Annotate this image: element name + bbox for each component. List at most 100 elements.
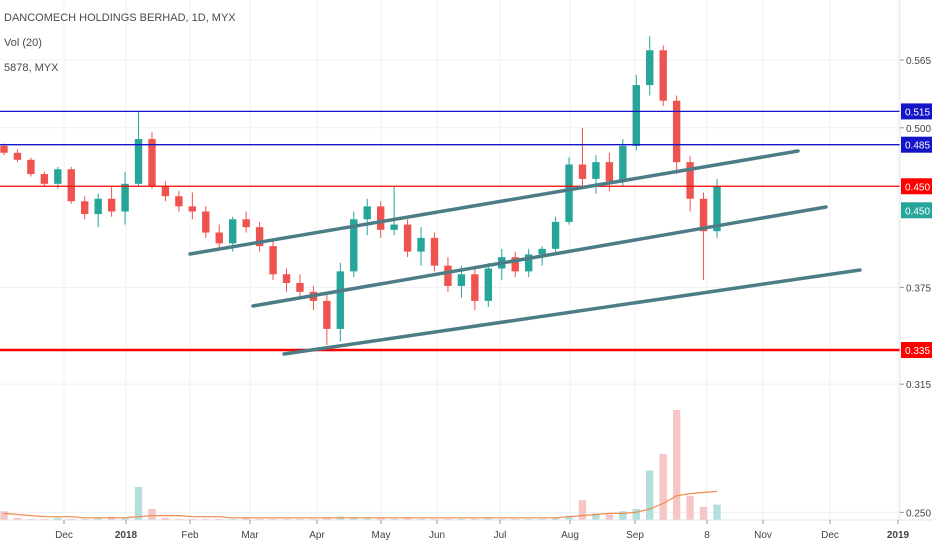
channel-line[interactable]: [251, 205, 828, 308]
volume-bar: [699, 506, 708, 520]
candle-body: [605, 162, 614, 182]
candle: [107, 186, 116, 217]
candle-body: [13, 152, 22, 160]
volume-bar: [619, 511, 627, 520]
candle-body: [511, 257, 519, 272]
candles: [0, 35, 721, 346]
candle-body: [107, 198, 116, 212]
candle-body: [417, 237, 425, 252]
candle: [67, 166, 75, 204]
symbol-title[interactable]: DANCOMECH HOLDINGS BERHAD, 1D, MYX: [4, 12, 236, 24]
volume-bar: [54, 517, 62, 520]
candle: [578, 127, 587, 189]
candle: [0, 143, 8, 156]
candle: [27, 157, 35, 177]
candle-body: [242, 219, 250, 228]
level-badge[interactable]: [901, 136, 932, 153]
volume-bar: [121, 517, 129, 520]
level-badge[interactable]: [901, 103, 932, 120]
candle-body: [390, 224, 398, 230]
level-badge[interactable]: [901, 178, 932, 195]
volume-bar: [417, 518, 425, 520]
trend-channel[interactable]: [188, 149, 862, 356]
level-badge-label: 0.450: [905, 182, 930, 193]
candle-body: [672, 100, 681, 163]
candle-body: [363, 206, 371, 220]
price-axis[interactable]: 0.565 0.500 0.375 0.315 0.250 0.515 0.485 0.450…: [899, 0, 932, 520]
candle-body: [578, 164, 587, 179]
volume-bar: [363, 517, 371, 520]
candle: [390, 186, 398, 236]
candle-body: [255, 227, 264, 247]
candle: [713, 178, 721, 238]
volume-bar: [67, 518, 75, 520]
candle-body: [350, 219, 358, 272]
candle-body: [713, 186, 721, 232]
volume-bar: [94, 517, 102, 520]
candle: [471, 268, 479, 311]
candle-body: [619, 145, 627, 182]
volume-bar: [202, 518, 210, 520]
candle: [376, 201, 385, 238]
price-tick-label: 0.565: [906, 56, 931, 67]
volume-bar: [538, 518, 546, 520]
volume-bar: [524, 518, 533, 520]
candle: [188, 192, 197, 220]
price-tick-label: 0.315: [906, 380, 931, 391]
time-tick-label: Jul: [494, 530, 507, 541]
candle-body: [134, 139, 143, 184]
price-tick-label: 0.500: [906, 124, 931, 135]
last-price-badge[interactable]: [901, 202, 932, 219]
candle-body: [699, 198, 708, 232]
candle-body: [430, 237, 439, 266]
horizontal-levels[interactable]: [0, 110, 900, 352]
volume-bar: [457, 518, 466, 520]
volume-indicator-label[interactable]: Vol (20): [4, 37, 42, 49]
candle-body: [686, 162, 694, 199]
volume-bar: [605, 514, 614, 520]
candle: [686, 156, 694, 212]
volume-bar: [444, 518, 452, 520]
volume-bar: [659, 454, 667, 520]
candle-body: [551, 221, 560, 249]
time-tick-label: Apr: [309, 530, 325, 541]
candle-body: [188, 206, 197, 212]
volume-bar: [592, 513, 600, 520]
volume-bar: [215, 518, 223, 520]
candle: [699, 192, 708, 281]
volume-bar: [350, 517, 358, 520]
volume-bar: [255, 518, 264, 520]
candle: [242, 211, 250, 233]
candle: [269, 240, 277, 281]
time-tick-label: Mar: [241, 530, 259, 541]
volume-bar: [81, 518, 89, 520]
candle-body: [524, 254, 533, 272]
channel-line[interactable]: [188, 149, 800, 256]
candle: [632, 74, 640, 151]
volume-bar: [713, 504, 721, 520]
channel-line[interactable]: [282, 268, 862, 356]
level-badge[interactable]: [901, 342, 932, 358]
candle: [363, 198, 371, 236]
candle-body: [81, 201, 89, 215]
volume-bar: [40, 518, 49, 520]
time-tick-label: 2019: [887, 530, 910, 541]
last-price-label: 0.450: [905, 206, 930, 217]
volume-bar: [0, 511, 8, 520]
time-tick-label: Nov: [754, 530, 772, 541]
candle: [350, 211, 358, 278]
candle: [54, 166, 62, 189]
candle-body: [121, 183, 129, 212]
candle-body: [269, 246, 277, 275]
volume-bar: [390, 518, 398, 520]
volume-bar: [242, 517, 250, 520]
candle: [646, 35, 654, 96]
volume-bar: [269, 518, 277, 520]
time-axis[interactable]: Dec 2018 Feb Mar Apr May Jun Jul Aug Sep 8 Nov Dec 20…: [0, 519, 932, 550]
volume-bar: [188, 518, 197, 520]
candle: [592, 155, 600, 194]
price-tick-label: 0.250: [906, 508, 931, 519]
candle: [659, 45, 667, 107]
